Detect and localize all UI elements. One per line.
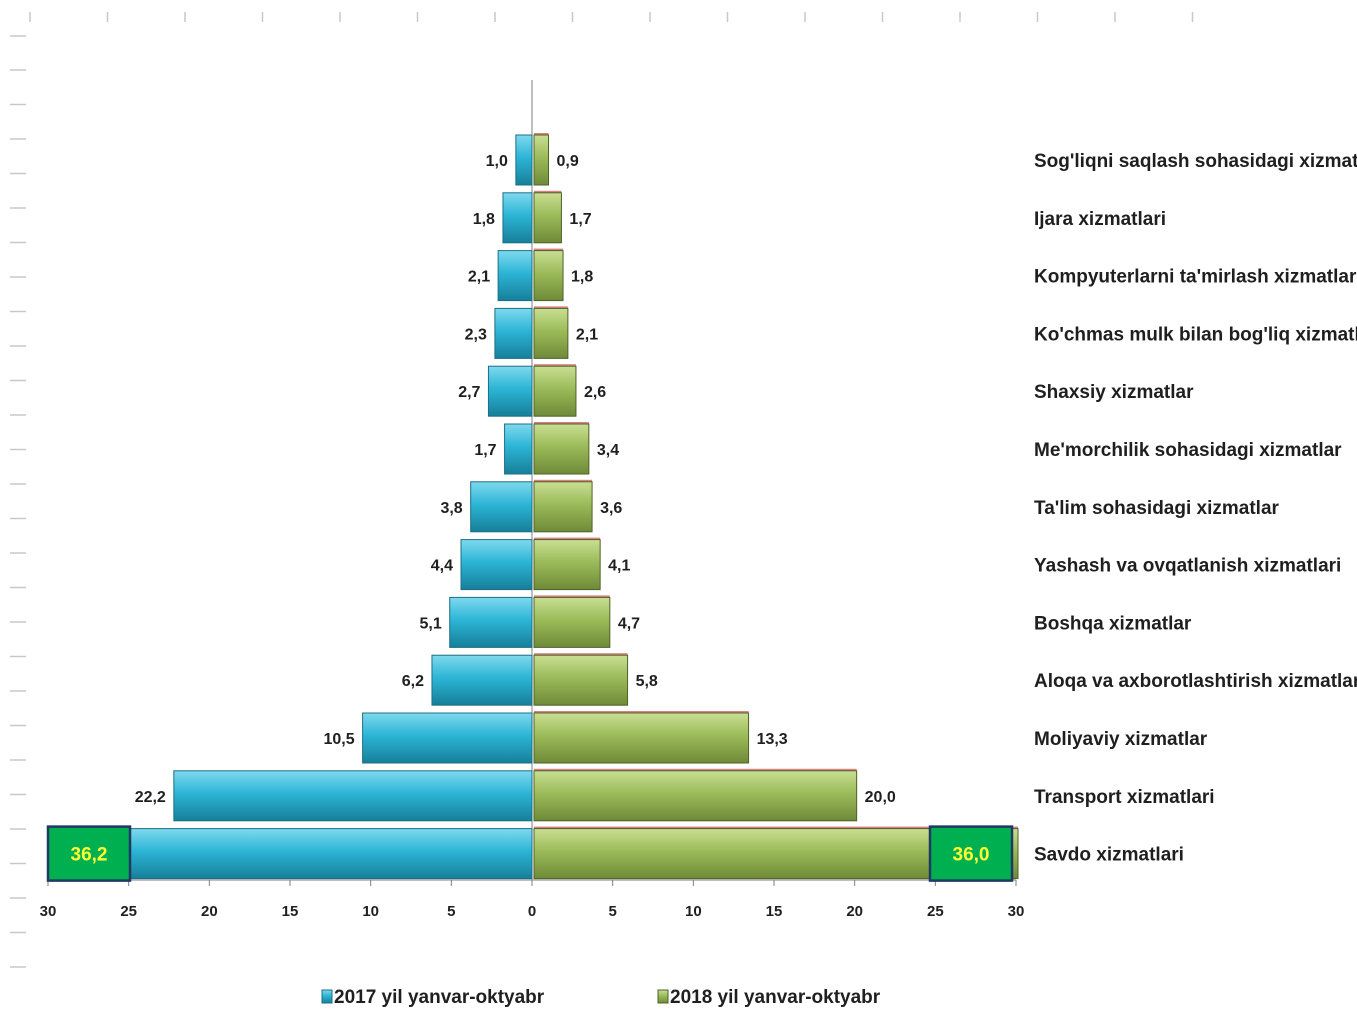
value-label-2017: 2,1 (468, 269, 490, 286)
value-label-2018: 3,6 (600, 500, 622, 517)
x-tick-label: 25 (927, 903, 944, 920)
bar-2017 (497, 250, 533, 302)
value-label-2018: 1,8 (571, 269, 593, 286)
bar-2018 (533, 654, 629, 706)
value-label-2017: 36,2 (71, 845, 108, 866)
bar-2018 (533, 770, 858, 822)
value-label-2017: 2,3 (465, 326, 487, 343)
category-label: Sog'liqni saqlash sohasidagi xizmatlar (1034, 151, 1357, 172)
bar-2017 (449, 596, 533, 648)
value-label-2017: 4,4 (431, 558, 453, 575)
category-label: Me'morchilik sohasidagi xizmatlar (1034, 440, 1342, 461)
x-tick-label: 5 (447, 903, 455, 920)
value-label-2018: 4,7 (618, 615, 640, 632)
x-tick-label: 20 (846, 903, 863, 920)
bar-2018 (533, 250, 564, 302)
value-label-2017: 5,1 (419, 615, 441, 632)
bar-2017 (515, 134, 533, 186)
x-tick-label: 10 (685, 903, 702, 920)
legend-swatch-2018 (657, 989, 669, 1004)
bar-2018 (533, 307, 569, 359)
category-label: Ijara xizmatlari (1034, 209, 1166, 230)
value-label-2017: 3,8 (440, 500, 462, 517)
bar-2018 (533, 192, 562, 244)
value-label-2017: 1,0 (486, 153, 508, 170)
value-label-2018: 20,0 (865, 789, 896, 806)
x-tick-label: 0 (528, 903, 536, 920)
x-tick-label: 5 (608, 903, 616, 920)
bar-2017 (470, 481, 533, 533)
bar-2017 (431, 654, 533, 706)
category-label: Yashash va ovqatlanish xizmatlari (1034, 556, 1341, 577)
category-label: Moliyaviy xizmatlar (1034, 729, 1208, 750)
legend-label-2017: 2017 yil yanvar-oktyabr (334, 987, 545, 1008)
bar-2017 (487, 365, 533, 417)
bar-2018 (533, 365, 577, 417)
bars-layer (47, 133, 1019, 880)
value-label-2017: 6,2 (402, 673, 424, 690)
x-tick-label: 15 (282, 903, 299, 920)
bar-2017 (504, 423, 533, 475)
bar-2018 (533, 596, 611, 648)
legend-label-2018: 2018 yil yanvar-oktyabr (670, 987, 881, 1008)
category-label: Transport xizmatlari (1034, 787, 1215, 808)
bar-2018 (533, 423, 590, 475)
category-label: Savdo xizmatlari (1034, 845, 1184, 866)
labels-layer: Sog'liqni saqlash sohasidagi xizmatlar 1,… (46, 151, 1357, 882)
value-label-2018: 0,9 (557, 153, 579, 170)
value-box-2018 (928, 825, 1014, 882)
bar-2018 (533, 539, 601, 591)
value-label-2018: 5,8 (636, 673, 658, 690)
bar-2017 (502, 192, 533, 244)
value-label-2017: 22,2 (135, 789, 166, 806)
bar-2017 (362, 712, 533, 764)
value-label-2018: 3,4 (597, 442, 619, 459)
x-tick-label: 30 (40, 903, 57, 920)
category-label: Kompyuterlarni ta'mirlash xizmatlari (1034, 267, 1357, 288)
value-box-2017 (46, 825, 132, 882)
value-label-2018: 36,0 (953, 845, 990, 866)
category-label: Shaxsiy xizmatlar (1034, 382, 1194, 403)
bar-2017 (460, 539, 533, 591)
value-label-2018: 2,6 (584, 384, 606, 401)
x-tick-label: 15 (766, 903, 783, 920)
value-label-2017: 1,8 (473, 211, 495, 228)
x-tick-label: 25 (120, 903, 137, 920)
x-tick-label: 10 (362, 903, 379, 920)
x-tick-label: 20 (201, 903, 218, 920)
legend-swatch-2017 (321, 989, 333, 1004)
value-label-2017: 1,7 (474, 442, 496, 459)
value-label-2018: 1,7 (569, 211, 591, 228)
value-label-2017: 2,7 (458, 384, 480, 401)
x-tick-label: 30 (1008, 903, 1025, 920)
value-label-2017: 10,5 (323, 731, 354, 748)
category-label: Ta'lim sohasidagi xizmatlar (1034, 498, 1280, 519)
bar-2017 (494, 307, 533, 359)
category-label: Aloqa va axborotlashtirish xizmatlari (1034, 671, 1357, 692)
bar-2018 (533, 134, 550, 186)
bar-2018 (533, 481, 593, 533)
category-label: Ko'chmas mulk bilan bog'liq xizmatlar (1034, 324, 1357, 345)
bar-2018 (533, 712, 750, 764)
bar-2017 (173, 770, 533, 822)
value-label-2018: 2,1 (576, 326, 598, 343)
value-label-2018: 4,1 (608, 558, 630, 575)
frame-ticks (10, 12, 1194, 968)
category-label: Boshqa xizmatlar (1034, 613, 1192, 634)
value-label-2018: 13,3 (757, 731, 788, 748)
legend: 2017 yil yanvar-oktyabr 2018 yil yanvar-o… (321, 987, 881, 1008)
